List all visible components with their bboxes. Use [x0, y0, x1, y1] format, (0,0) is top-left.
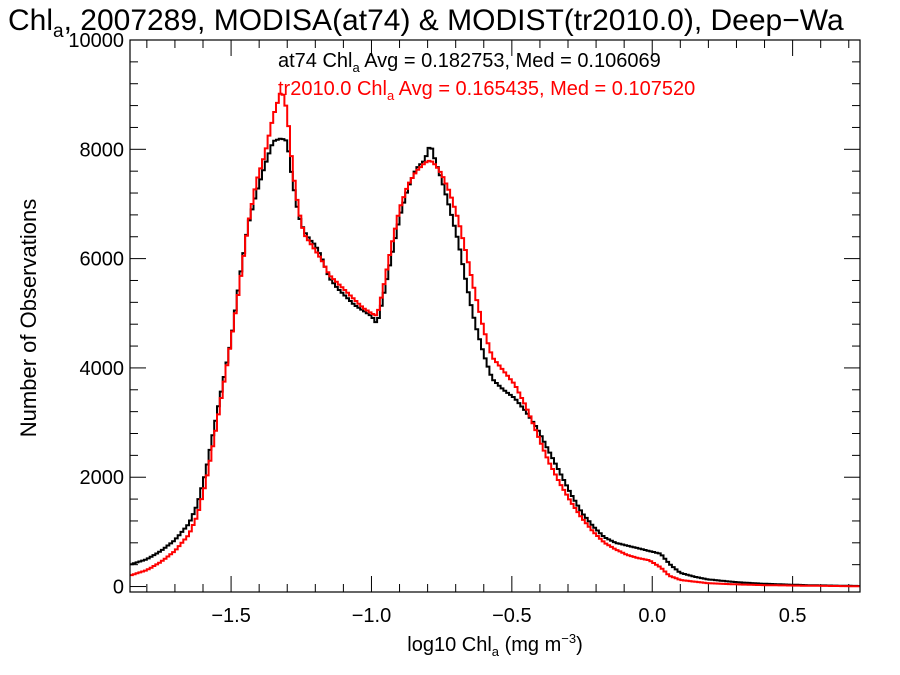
y-tick-label: 10000	[68, 30, 124, 52]
x-axis-label: log10 Chla (mg m−3)	[407, 631, 582, 659]
x-tick-label: 0.0	[638, 605, 666, 627]
legend-entry-tr2010: tr2010.0 Chla Avg = 0.165435, Med = 0.10…	[278, 78, 695, 103]
legend-entry-at74: at74 Chla Avg = 0.182753, Med = 0.106069	[278, 50, 661, 75]
y-axis-label: Number of Observations	[16, 199, 41, 437]
y-tick-label: 2000	[80, 467, 125, 489]
x-tick-label: −1.5	[211, 605, 250, 627]
plot-frame	[129, 39, 861, 593]
legend: at74 Chla Avg = 0.182753, Med = 0.106069…	[278, 50, 695, 103]
y-tick-label: 6000	[80, 249, 125, 271]
chart-title: Chla, 2007289, MODISA(at74) & MODIST(tr2…	[8, 4, 844, 42]
y-tick-label: 8000	[80, 139, 125, 161]
series-layer	[130, 92, 860, 588]
x-tick-label: 0.5	[779, 605, 807, 627]
x-tick-label: −0.5	[492, 605, 531, 627]
x-tick-label: −1.0	[352, 605, 391, 627]
y-tick-label: 4000	[80, 358, 125, 380]
series-line-tr2010	[130, 92, 860, 588]
axis-ticks: −1.5 −1.0 −0.5 0.0 0.5 0 2000 4000 6000 8000 10000	[68, 30, 860, 627]
y-tick-label: 0	[113, 577, 124, 599]
series-line-at74	[130, 137, 860, 587]
